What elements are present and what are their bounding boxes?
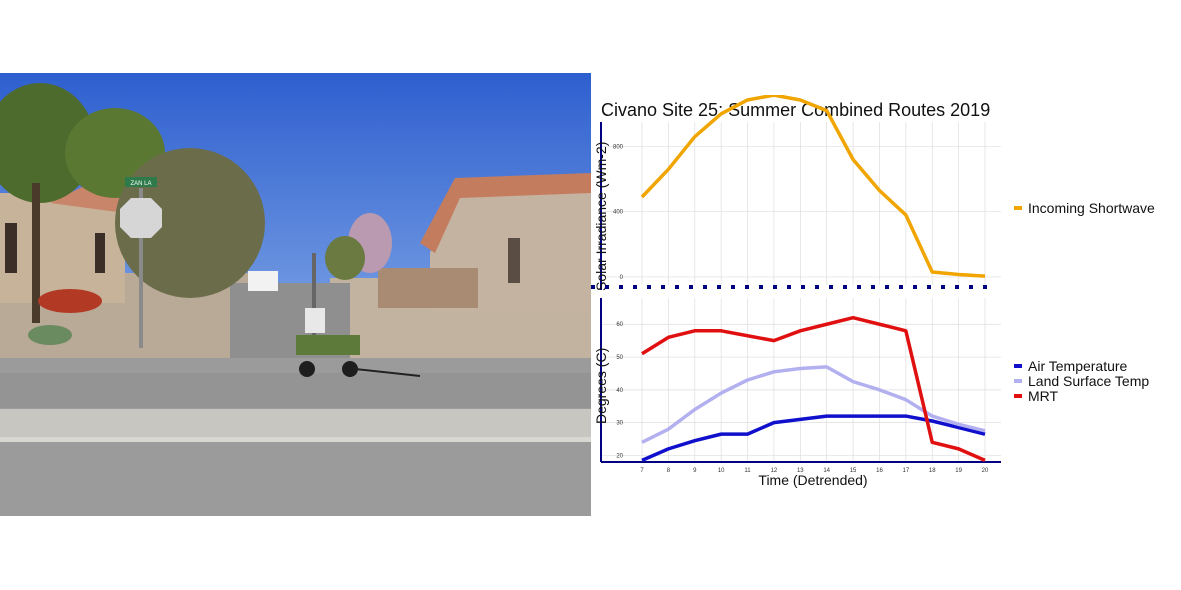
bottom-series-lines xyxy=(641,315,986,462)
sidewalk xyxy=(0,409,591,439)
street-sign-text: ZAN LA xyxy=(130,181,151,187)
stop-sign: ZAN LA xyxy=(120,177,162,348)
x-tick-label: 20 xyxy=(982,468,989,474)
series-line-0 xyxy=(640,95,986,278)
legend-label: Air Temperature xyxy=(1028,358,1128,374)
legend-item: MRT xyxy=(1014,388,1059,404)
series-line-1 xyxy=(641,365,986,444)
series-line-2 xyxy=(641,315,986,462)
y-tick-label: 400 xyxy=(613,210,624,216)
x-tick-label: 10 xyxy=(718,468,725,474)
chart-title: Civano Site 25: Summer Combined Routes 2… xyxy=(601,100,990,120)
legend-label: MRT xyxy=(1028,388,1059,404)
bottom-y-tick-labels: 20 30 40 50 60 xyxy=(616,322,623,459)
x-tick-label: 13 xyxy=(797,468,804,474)
road-shadow xyxy=(0,373,591,408)
street-sign xyxy=(125,177,157,187)
bottom-y-axis-title: Degrees (C) xyxy=(593,348,609,424)
y-tick-label: 40 xyxy=(616,388,623,394)
legend-item: Air Temperature xyxy=(1014,358,1128,374)
legend-top: Incoming Shortwave xyxy=(1014,200,1155,216)
x-tick-labels: 7 8 9 10 11 12 13 14 15 16 17 18 19 20 xyxy=(640,468,989,474)
top-y-tick-labels: 0 400 800 xyxy=(613,144,624,280)
top-y-axis-title: Solar Irradiance (Wm-2) xyxy=(593,142,609,291)
x-tick-label: 14 xyxy=(823,468,830,474)
top-panel: 0 400 800 Solar Irradiance (Wm-2) xyxy=(593,95,1001,291)
y-tick-label: 50 xyxy=(616,355,623,361)
chart-panel: Civano Site 25: Summer Combined Routes 2… xyxy=(591,95,1155,488)
x-axis-title: Time (Detrended) xyxy=(758,472,867,488)
x-tick-label: 18 xyxy=(929,468,936,474)
x-tick-label: 8 xyxy=(667,468,671,474)
shrubs xyxy=(28,289,102,345)
x-tick-label: 15 xyxy=(850,468,857,474)
legend-item: Incoming Shortwave xyxy=(1014,200,1155,216)
parked-truck xyxy=(248,271,278,291)
house-left xyxy=(0,178,130,303)
top-gridlines xyxy=(601,122,1001,285)
x-tick-label: 12 xyxy=(771,468,778,474)
legend-label: Incoming Shortwave xyxy=(1028,200,1155,216)
street-photo: ZAN LA xyxy=(0,73,591,516)
x-tick-label: 9 xyxy=(693,468,697,474)
y-tick-label: 0 xyxy=(620,275,624,281)
top-series-lines xyxy=(640,95,986,278)
x-tick-label: 11 xyxy=(744,468,751,474)
x-tick-label: 16 xyxy=(876,468,883,474)
legend-item: Land Surface Temp xyxy=(1014,373,1149,389)
house-right xyxy=(378,173,591,313)
y-tick-label: 30 xyxy=(616,421,623,427)
legend-label: Land Surface Temp xyxy=(1028,373,1149,389)
x-tick-label: 7 xyxy=(640,468,644,474)
curb xyxy=(0,437,591,442)
x-tick-label: 17 xyxy=(903,468,910,474)
y-tick-label: 20 xyxy=(616,453,623,459)
sensor-cart xyxy=(296,253,421,377)
x-tick-label: 19 xyxy=(955,468,962,474)
bottom-gridlines xyxy=(601,298,1001,462)
bottom-panel: 20 30 40 50 60 7 8 9 10 11 12 13 14 15 16 17 18 19 20 Deg… xyxy=(593,298,1001,488)
y-tick-label: 60 xyxy=(616,322,623,328)
y-tick-label: 800 xyxy=(613,144,624,150)
